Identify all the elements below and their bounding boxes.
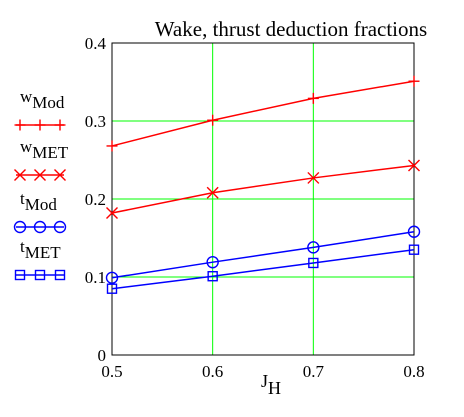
x-tick-label: 0.7 [303, 362, 325, 381]
legend-marker [33, 220, 47, 234]
data-point [408, 159, 420, 172]
series-line [111, 231, 415, 279]
data-point [106, 207, 118, 220]
legend-label-sub: Mod [32, 93, 65, 112]
legend-label: wMET [20, 137, 69, 162]
legend-label-main: w [20, 137, 33, 156]
plot-frame [111, 42, 415, 356]
legend-item-wMod: wMod [14, 87, 66, 131]
x-tick-label: 0.6 [202, 362, 223, 381]
data-point [207, 271, 218, 282]
y-tick-label: 0.3 [85, 112, 106, 131]
x-tick-label: 0.5 [101, 362, 122, 381]
data-point [308, 257, 319, 269]
x-axis-label-main: J [261, 371, 268, 391]
legend-marker [54, 269, 66, 281]
data-point [408, 244, 420, 255]
data-point [407, 225, 421, 238]
marker-stroke [408, 159, 420, 172]
y-tick-label: 0 [98, 346, 107, 365]
legend-marker [14, 119, 26, 131]
legend-label: tMod [20, 189, 57, 214]
x-tick-label: 0.8 [403, 362, 424, 381]
legend-label-main: w [20, 87, 33, 106]
x-axis-label: JH [261, 371, 281, 398]
marker-stroke [206, 186, 219, 199]
grid-lines [112, 43, 414, 355]
legend-item-tMod: tMod [13, 189, 67, 234]
legend-marker [14, 269, 26, 281]
legend-item-tMET: tMET [14, 237, 66, 281]
series-wMod [106, 75, 420, 152]
data-point [206, 255, 219, 269]
series-tMET [106, 244, 420, 294]
series-line [111, 80, 415, 147]
legend-marker [34, 169, 46, 181]
data-point [206, 186, 219, 199]
series-line [111, 248, 415, 290]
data-point [106, 140, 118, 152]
legend-label: tMET [20, 237, 61, 262]
series-tMod [105, 225, 421, 284]
data-point [105, 271, 119, 284]
data-point [307, 92, 319, 104]
legend-label: wMod [20, 87, 65, 112]
series-wMET [106, 159, 420, 220]
data-point [307, 171, 320, 184]
x-axis-label-sub: H [268, 378, 281, 398]
marker-stroke [307, 171, 320, 184]
legend-label-sub: MET [32, 143, 69, 162]
legend-label-sub: MET [25, 243, 62, 262]
axis-ticks: 0.5 0.6 0.7 0.8 0 0.1 0.2 0.3 0.4 [85, 34, 425, 381]
legend-marker [14, 169, 26, 181]
marker-stroke [34, 169, 46, 181]
data-point [307, 241, 320, 254]
legend-marker [54, 169, 66, 181]
chart-title: Wake, thrust deduction fractions [155, 17, 427, 41]
legend-marker [34, 269, 46, 281]
legend-label-main: t [20, 189, 25, 208]
y-tick-label: 0.4 [85, 34, 107, 53]
data-point [106, 283, 118, 294]
y-tick-label: 0.2 [85, 190, 106, 209]
legend-label-sub: Mod [25, 195, 58, 214]
marker-stroke [106, 207, 118, 220]
legend-marker [54, 119, 66, 131]
legend-marker [34, 119, 46, 131]
legend-label-main: t [20, 237, 25, 256]
data-point [207, 114, 219, 126]
marker-stroke [14, 169, 26, 181]
legend-item-wMET: wMET [14, 137, 69, 181]
marker-stroke [54, 169, 66, 181]
y-tick-label: 0.1 [85, 268, 106, 287]
series-line [111, 164, 415, 214]
series-layer [105, 75, 421, 294]
legend-marker [13, 220, 27, 234]
legend-marker [53, 220, 67, 234]
data-point [408, 75, 420, 87]
